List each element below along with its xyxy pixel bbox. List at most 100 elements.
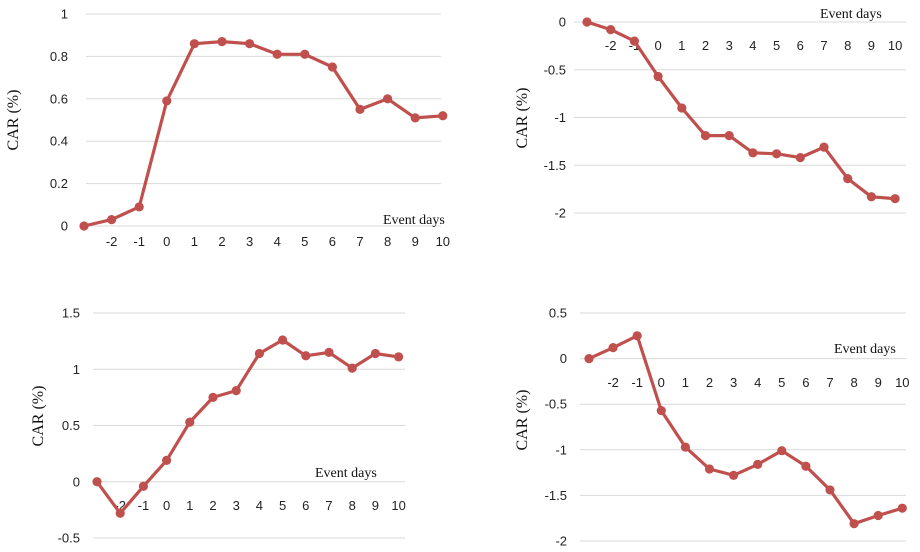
x-tick-label: -2 (607, 375, 619, 390)
y-axis-label: CAR (%) (5, 90, 22, 151)
data-point (272, 49, 282, 59)
x-tick-label: 4 (274, 234, 281, 249)
data-point (700, 131, 711, 141)
data-point (656, 405, 666, 416)
data-point (606, 25, 616, 35)
x-tick-label: 4 (754, 375, 761, 390)
data-point (819, 142, 829, 152)
x-tick-label: 3 (726, 38, 733, 53)
data-point (753, 459, 763, 469)
x-tick-label: 0 (654, 38, 661, 53)
data-point (138, 481, 148, 491)
data-point (653, 71, 663, 82)
x-tick-label: 2 (706, 375, 713, 390)
x-tick-label: 4 (256, 498, 263, 513)
data-point (897, 503, 907, 513)
data-point (301, 351, 311, 361)
data-point (795, 153, 805, 163)
y-tick-label: 0.8 (50, 49, 68, 64)
data-point (208, 392, 218, 402)
data-point (632, 331, 642, 341)
data-point (394, 352, 404, 362)
x-tick-label: 7 (826, 375, 833, 390)
data-point (777, 446, 787, 456)
y-tick-label: -0.5 (544, 62, 566, 77)
data-point (873, 510, 883, 521)
x-tick-label: 5 (301, 234, 308, 249)
data-point (254, 348, 264, 359)
data-point (825, 485, 835, 495)
data-point (438, 111, 448, 121)
y-axis-label: CAR (%) (30, 386, 47, 447)
x-tick-label: 9 (868, 38, 875, 53)
x-tick-label: 7 (356, 234, 363, 249)
x-tick-label: 8 (850, 375, 857, 390)
y-tick-label: -0.5 (545, 397, 567, 412)
data-point (410, 113, 420, 123)
data-point (677, 103, 687, 113)
x-axis-label: Event days (315, 466, 377, 481)
data-point (278, 335, 288, 345)
data-point (134, 202, 144, 212)
x-tick-label: 1 (191, 234, 198, 249)
data-point (608, 343, 618, 353)
y-tick-label: -0.5 (58, 531, 80, 546)
x-tick-label: 0 (163, 498, 170, 513)
data-point (724, 131, 734, 141)
x-tick-label: 8 (349, 498, 356, 513)
x-tick-label: 6 (797, 38, 804, 53)
y-axis-label: CAR (%) (514, 88, 531, 149)
y-tick-label: 0 (73, 474, 80, 489)
x-axis-label: Event days (383, 213, 445, 228)
x-axis-label: Event days (834, 342, 896, 357)
y-tick-label: 1 (73, 362, 80, 377)
y-tick-label: 0 (559, 15, 566, 30)
chart-panel-3: 1.5 1 0.5 0 -0.5 -2 -1 0 1 2 3 4 5 6 7 8 9 10 CAR (%) Event… (30, 306, 406, 546)
data-point (355, 104, 365, 114)
y-tick-label: -2 (554, 206, 566, 221)
x-tick-label: 9 (875, 375, 882, 390)
x-tick-label: 7 (325, 498, 332, 513)
y-tick-label: 1 (61, 7, 68, 22)
x-tick-label: 6 (329, 234, 336, 249)
data-point (843, 174, 853, 184)
x-tick-label: 5 (773, 38, 780, 53)
series-line (82, 39, 445, 228)
x-tick-label: -1 (133, 234, 145, 249)
data-point (582, 17, 592, 27)
series-line (95, 338, 401, 515)
data-point (300, 49, 310, 59)
data-point (79, 221, 89, 231)
data-point (231, 386, 241, 396)
data-point (849, 519, 859, 529)
series-line (587, 334, 904, 526)
data-point (729, 470, 739, 480)
x-tick-label: 10 (895, 375, 909, 390)
data-point (245, 39, 255, 49)
y-axis-label: CAR (%) (514, 390, 531, 451)
y-tick-label: 0.5 (62, 418, 80, 433)
data-point (324, 347, 334, 357)
y-tick-label: 1.5 (62, 306, 80, 321)
data-point (866, 192, 877, 202)
data-point (890, 194, 900, 204)
data-point (107, 215, 117, 225)
y-tick-label: -1 (555, 442, 567, 457)
x-tick-label: 2 (218, 234, 225, 249)
x-tick-label: 9 (412, 234, 419, 249)
data-point (217, 36, 227, 47)
x-tick-label: 4 (749, 38, 756, 53)
y-tick-label: 0.5 (549, 306, 567, 321)
x-tick-label: 2 (209, 498, 216, 513)
y-tick-label: -2 (555, 534, 567, 549)
x-tick-label: 6 (802, 375, 809, 390)
x-tick-label: 10 (391, 498, 405, 513)
x-tick-label: 5 (279, 498, 286, 513)
x-tick-label: -2 (106, 234, 118, 249)
x-tick-label: 5 (778, 375, 785, 390)
data-point (801, 461, 811, 471)
x-tick-label: 3 (730, 375, 737, 390)
x-tick-label: 1 (678, 38, 685, 53)
x-tick-label: 7 (820, 38, 827, 53)
data-point (748, 148, 758, 158)
